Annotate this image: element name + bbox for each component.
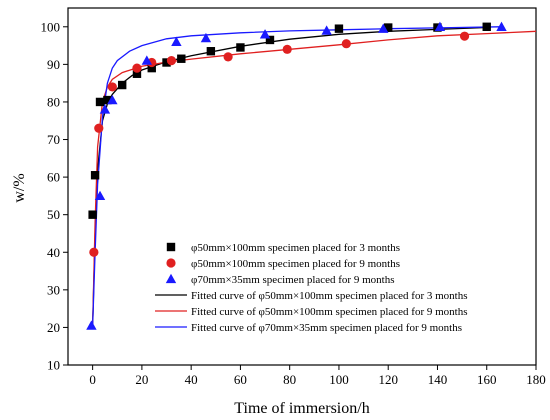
data-point-triangle <box>259 29 271 39</box>
y-tick-label: 60 <box>47 170 60 185</box>
legend-marker-triangle <box>165 273 177 284</box>
data-point-square <box>132 69 142 78</box>
x-tick-label: 80 <box>283 372 296 387</box>
data-point-square <box>117 80 127 90</box>
legend-label: φ50mm×100mm specimen placed for 9 months <box>191 258 400 270</box>
fitted-curve-3 <box>91 26 500 328</box>
x-tick-label: 20 <box>135 372 148 387</box>
data-point-circle <box>282 44 292 54</box>
data-point-circle <box>132 63 142 73</box>
x-tick-label: 140 <box>428 372 448 387</box>
data-point-triangle <box>378 23 389 33</box>
x-tick-label: 60 <box>234 372 247 387</box>
data-point-square <box>88 210 97 219</box>
y-axis-ticks: 10 20 30 40 50 60 70 80 90 100 <box>41 19 68 373</box>
data-point-triangle <box>107 94 118 105</box>
x-tick-label: 40 <box>185 372 198 387</box>
y-tick-label: 20 <box>47 320 60 335</box>
data-point-triangle <box>200 32 212 43</box>
data-point-square <box>177 54 186 63</box>
legend-label: Fitted curve of φ50mm×100mm specimen pla… <box>191 290 468 302</box>
data-point-triangle <box>94 190 106 201</box>
data-point-square <box>95 97 105 107</box>
x-tick-label: 0 <box>89 372 96 387</box>
y-tick-label: 10 <box>47 358 60 373</box>
legend-label: φ50mm×100mm specimen placed for 3 months <box>191 242 400 254</box>
data-point-triangle <box>321 25 332 35</box>
data-point-square <box>162 58 171 67</box>
x-axis-ticks: 0 20 40 60 80 100 120 140 160 180 <box>89 365 546 387</box>
data-point-square <box>147 63 156 73</box>
data-point-square <box>482 22 491 31</box>
data-point-circle <box>459 31 470 41</box>
data-point-square <box>236 43 245 52</box>
y-tick-label: 80 <box>47 94 60 109</box>
data-point-square <box>90 171 100 180</box>
data-point-square <box>334 24 344 33</box>
data-point-triangle <box>434 21 446 31</box>
x-axis-title: Time of immersion/h <box>234 400 369 417</box>
x-tick-label: 100 <box>329 372 349 387</box>
data-point-square <box>265 35 275 45</box>
legend-label: Fitted curve of φ70mm×35mm specimen plac… <box>191 322 462 334</box>
legend-label: φ70mm×35mm specimen placed for 9 months <box>191 274 395 286</box>
legend-label: Fitted curve of φ50mm×100mm specimen pla… <box>191 306 468 318</box>
data-point-triangle <box>99 104 111 114</box>
legend-marker-square <box>166 242 176 252</box>
data-point-circle <box>166 56 177 66</box>
data-point-triangle <box>86 320 97 330</box>
data-point-circle <box>89 247 99 257</box>
y-tick-label: 70 <box>47 132 60 147</box>
y-tick-label: 50 <box>47 207 60 222</box>
legend-marker-circle <box>166 258 176 268</box>
x-tick-label: 180 <box>526 372 546 387</box>
plot-frame <box>67 7 537 366</box>
data-point-triangle <box>171 36 182 46</box>
data-point-square <box>206 47 216 56</box>
data-markers <box>86 21 507 330</box>
data-point-circle <box>223 52 233 62</box>
y-tick-label: 30 <box>47 282 60 297</box>
data-point-triangle <box>141 55 153 65</box>
data-point-square <box>103 95 112 105</box>
data-point-triangle <box>496 21 507 31</box>
data-point-circle <box>341 39 351 49</box>
y-tick-label: 90 <box>47 57 60 72</box>
y-axis-title: w/% <box>11 173 28 202</box>
data-point-circle <box>94 123 104 133</box>
x-tick-label: 160 <box>477 372 497 387</box>
legend: φ50mm×100mm specimen placed for 3 months… <box>155 242 468 334</box>
x-tick-label: 120 <box>378 372 398 387</box>
y-tick-label: 40 <box>47 245 60 260</box>
y-tick-label: 100 <box>41 19 61 34</box>
data-point-circle <box>107 82 117 92</box>
data-point-square <box>384 23 393 32</box>
